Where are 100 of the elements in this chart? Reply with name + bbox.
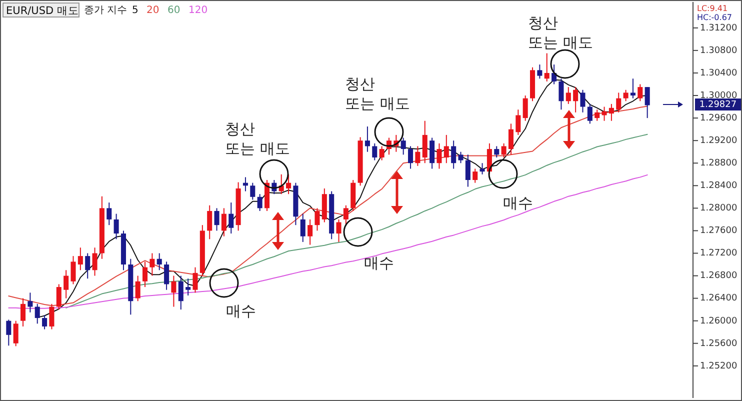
candlestick — [566, 86, 571, 104]
annotation: 매수 — [364, 254, 394, 272]
candlestick — [573, 86, 578, 113]
y-tick-label: 1.28400 — [700, 181, 738, 192]
annotation: 청산 또는 매도 — [528, 14, 593, 52]
candlestick — [458, 151, 464, 164]
candlestick — [372, 142, 378, 161]
text: 60 — [168, 5, 180, 16]
candlestick — [587, 103, 592, 124]
text: LC:9.41 — [697, 4, 728, 13]
y-tick-label: 1.25200 — [700, 361, 738, 372]
candlestick — [343, 204, 348, 226]
candlestick — [580, 89, 586, 113]
text: 5 — [132, 5, 138, 16]
candlestick — [616, 92, 622, 113]
candlestick — [480, 162, 485, 175]
annotation: 청산 또는 매도 — [225, 120, 290, 158]
y-tick-label: 1.26400 — [700, 294, 738, 304]
candlestick — [70, 256, 76, 285]
candlestick — [6, 319, 12, 346]
candlestick — [314, 208, 320, 232]
candlestick — [544, 52, 550, 82]
candlestick — [114, 213, 119, 240]
annotation: 청산 또는 매도 — [345, 75, 410, 112]
candlestick — [49, 303, 54, 330]
candlestick — [379, 146, 384, 161]
candlestick — [135, 275, 140, 302]
y-tick-label: 1.30800 — [700, 46, 738, 56]
candlestick — [516, 109, 521, 136]
candlestick — [28, 292, 33, 313]
candlestick — [221, 208, 226, 237]
candlestick — [558, 78, 564, 110]
candlestick — [92, 247, 98, 276]
candlestick — [465, 154, 470, 188]
candlestick — [623, 89, 628, 102]
y-tick-label: 1.30400 — [700, 68, 738, 78]
candlestick — [644, 86, 650, 119]
candlestick — [608, 103, 614, 122]
candlestick — [364, 126, 370, 152]
y-tick-label: 1.26800 — [700, 271, 738, 282]
candlestick — [286, 174, 292, 195]
annotation: 매수 — [226, 302, 256, 320]
candlestick — [64, 270, 69, 299]
chart-title: EUR/USD 매도 — [6, 5, 79, 17]
candlestick — [508, 123, 514, 156]
candlestick — [501, 142, 506, 158]
candlestick — [164, 261, 170, 290]
text: HC:-0.67 — [697, 13, 732, 22]
candlestick — [142, 261, 148, 288]
y-tick-label: 1.27200 — [700, 248, 738, 259]
candlestick — [430, 137, 435, 170]
candlestick — [400, 137, 406, 156]
candlestick — [630, 78, 636, 99]
y-tick-label: 1.29600 — [700, 113, 738, 124]
candlestick — [186, 278, 191, 296]
candlestick — [522, 95, 528, 122]
candlestick — [78, 247, 83, 271]
candlestick — [156, 252, 162, 271]
candlestick — [415, 146, 420, 166]
candlestick — [178, 275, 184, 310]
candlestick — [228, 202, 234, 234]
candlestick — [444, 134, 449, 164]
candlestick — [422, 120, 428, 164]
y-tick-label: 1.31200 — [700, 23, 738, 34]
candlestick — [308, 218, 313, 246]
y-tick-label: 1.29200 — [700, 136, 738, 146]
candlestick — [171, 275, 176, 308]
candlestick — [494, 146, 500, 158]
candlestick — [436, 142, 442, 170]
text: 1.29827 — [699, 100, 737, 110]
candlestick — [250, 182, 256, 200]
candlestick — [214, 208, 220, 232]
candlestick — [150, 252, 155, 276]
candlestick — [638, 84, 643, 102]
candlestick — [34, 303, 40, 324]
y-tick-label: 1.30000 — [700, 90, 738, 101]
candlestick — [472, 168, 478, 184]
candlestick — [408, 146, 414, 170]
candlestick — [537, 64, 542, 80]
candlestick — [207, 204, 212, 240]
y-tick-label: 1.27600 — [700, 226, 738, 236]
y-tick-label: 1.25600 — [700, 338, 738, 349]
candlestick — [13, 320, 18, 347]
y-tick-label: 1.28000 — [700, 204, 738, 214]
candlestick — [336, 218, 342, 242]
candlestick — [451, 140, 456, 170]
candlestick — [594, 109, 600, 122]
legend-title: 종가 지수 — [84, 5, 128, 16]
y-tick-label: 1.28800 — [700, 158, 738, 169]
candlestick — [56, 284, 62, 310]
y-tick-label: 1.26000 — [700, 316, 738, 326]
candlestick — [106, 202, 112, 226]
candlestick — [42, 314, 48, 330]
text: 120 — [188, 5, 208, 16]
annotation: 매수 — [503, 194, 533, 212]
candlestick — [257, 194, 262, 212]
candlestick — [85, 252, 90, 280]
candlestick — [300, 213, 306, 242]
candlestick — [20, 298, 26, 327]
candlestick — [192, 266, 198, 294]
